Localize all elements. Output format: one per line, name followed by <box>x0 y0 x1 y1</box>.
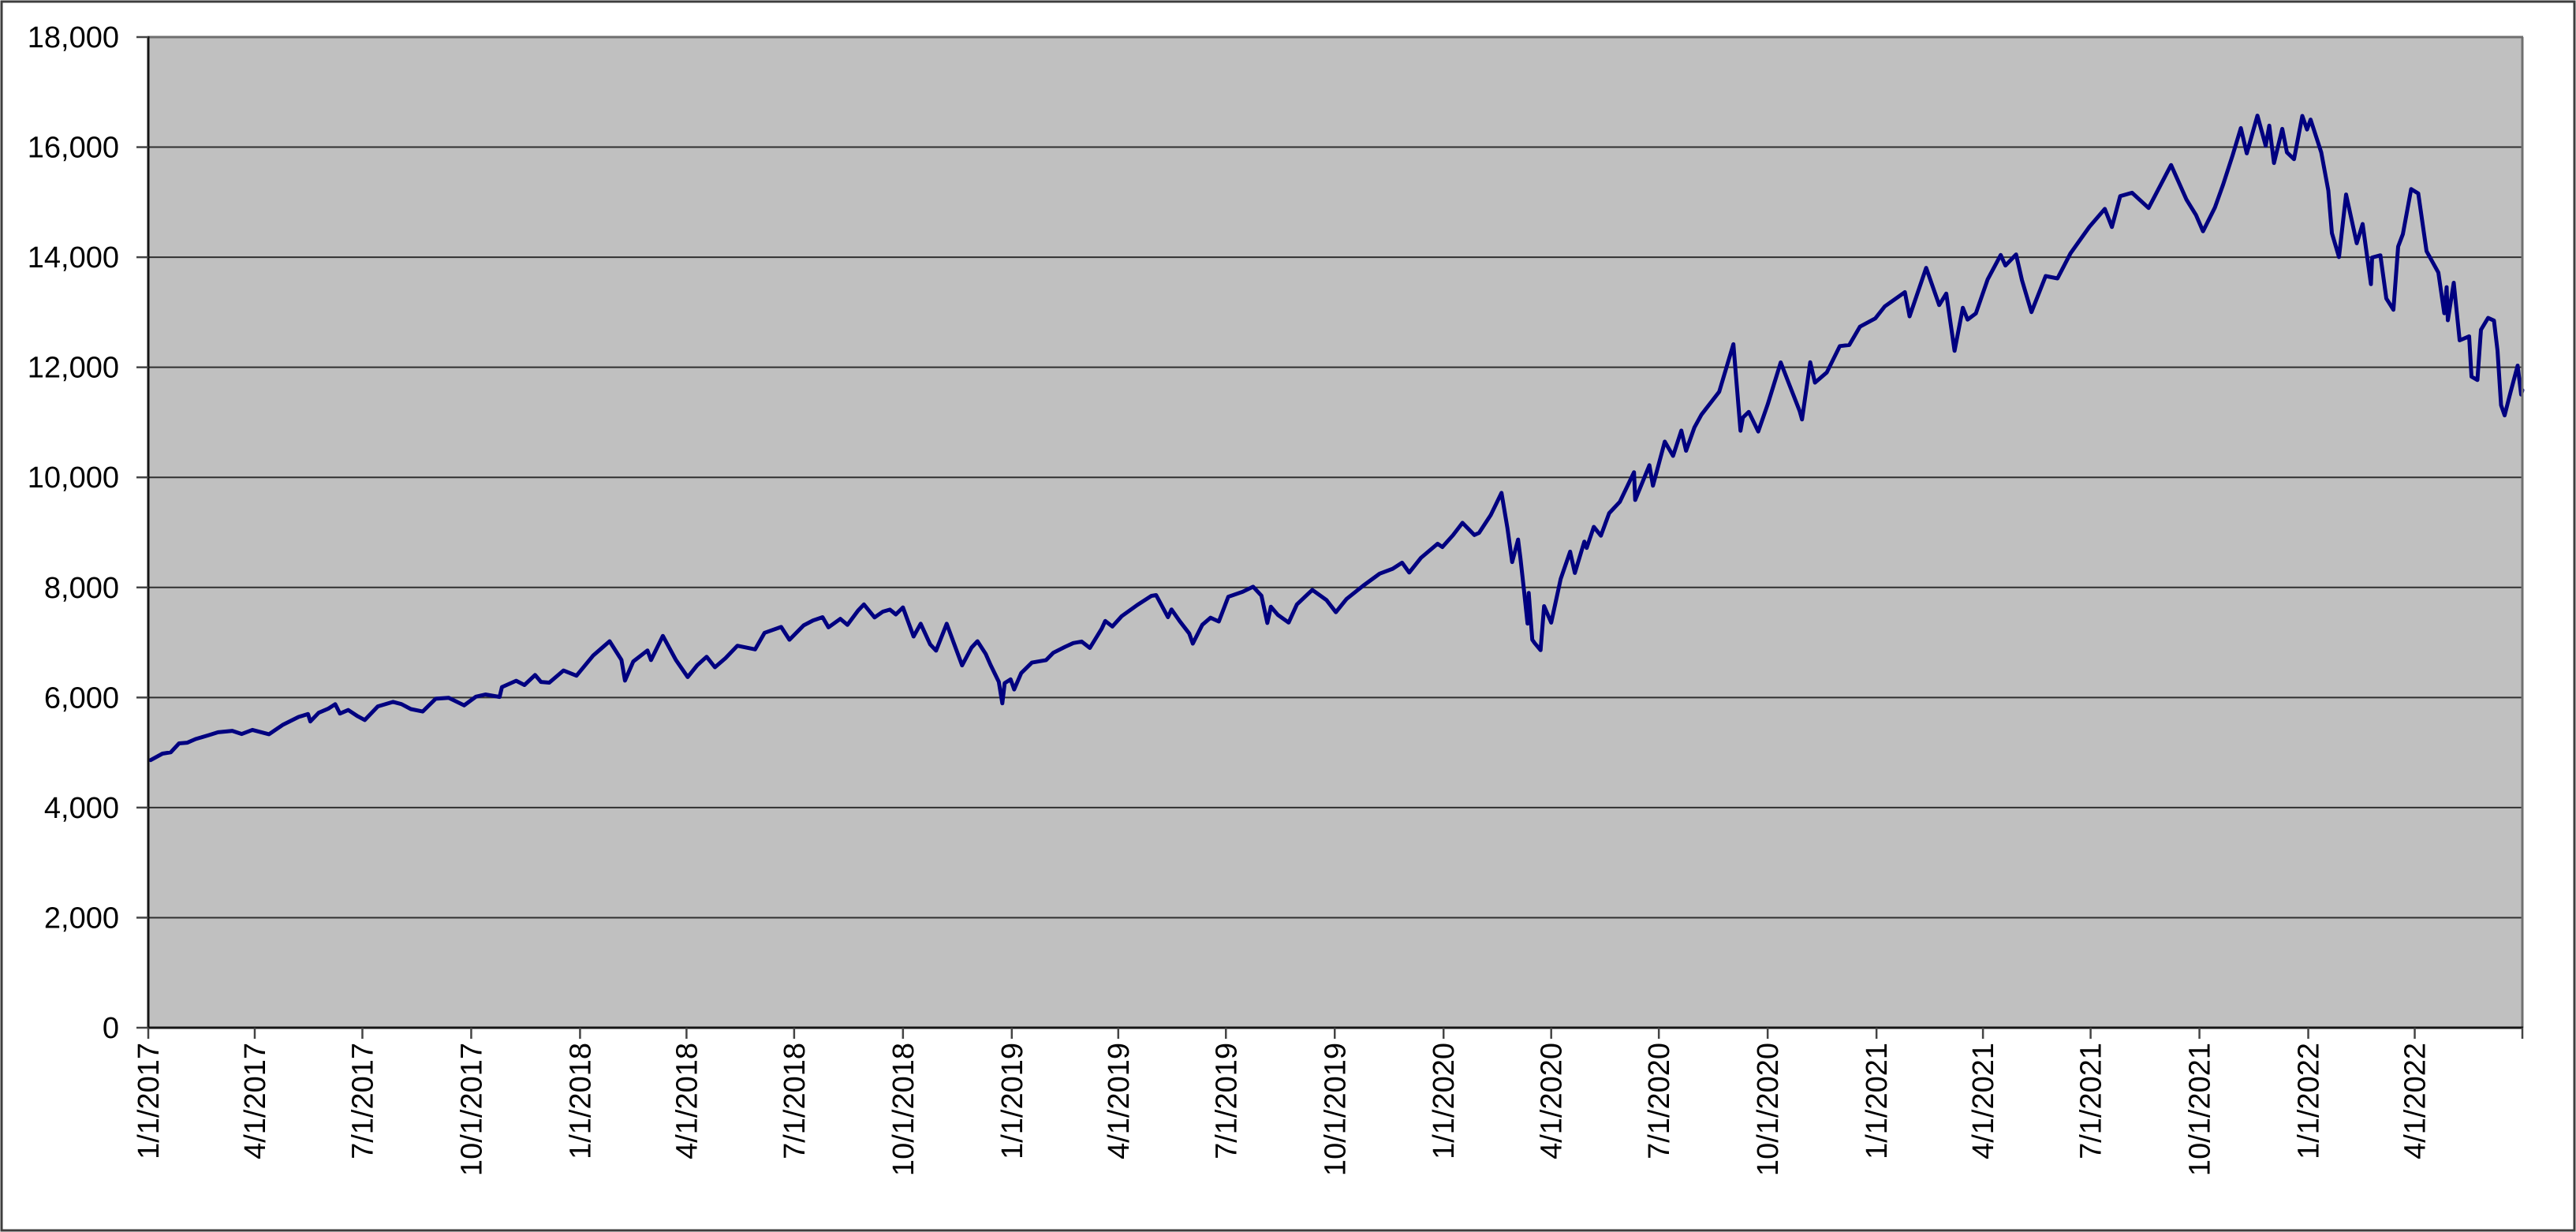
y-axis-label: 8,000 <box>44 572 119 605</box>
y-axis-label: 6,000 <box>44 681 119 715</box>
x-axis-ticks <box>147 1028 2524 1039</box>
x-axis-label: 4/1/2021 <box>1967 1043 2000 1159</box>
y-axis-label: 0 <box>103 1012 119 1045</box>
y-axis-label: 18,000 <box>28 21 119 54</box>
y-gridlines <box>148 146 2522 919</box>
x-axis-label: 1/1/2018 <box>564 1043 597 1159</box>
x-axis-label: 10/1/2017 <box>455 1043 488 1176</box>
y-axis-label: 2,000 <box>44 902 119 935</box>
x-axis-label: 7/1/2021 <box>2075 1043 2108 1159</box>
y-axis-label: 16,000 <box>28 132 119 165</box>
x-axis-label: 4/1/2020 <box>1536 1043 1569 1159</box>
x-axis-labels: 1/1/2017 4/1/2017 7/1/2017 10/1/2017 1/1/201… <box>133 1043 2432 1176</box>
x-axis-label: 1/1/2017 <box>133 1043 166 1159</box>
x-axis-label: 1/1/2022 <box>2293 1043 2326 1159</box>
y-axis-label: 14,000 <box>28 241 119 274</box>
x-axis-label: 4/1/2017 <box>239 1043 272 1159</box>
y-axis-ticks <box>136 35 148 1029</box>
y-axis-labels: 0 2,000 4,000 6,000 8,000 10,000 12,000 14,000 1… <box>28 21 119 1045</box>
x-axis-label: 4/1/2019 <box>1103 1043 1136 1159</box>
plot-area <box>148 37 2522 1028</box>
x-axis-label: 1/1/2020 <box>1428 1043 1461 1159</box>
x-axis-label: 4/1/2022 <box>2399 1043 2432 1159</box>
x-axis-label: 7/1/2017 <box>346 1043 379 1159</box>
x-axis-label: 7/1/2018 <box>778 1043 812 1159</box>
x-axis-label: 10/1/2018 <box>887 1043 920 1176</box>
y-axis-label: 12,000 <box>28 352 119 385</box>
x-axis-label: 10/1/2021 <box>2184 1043 2217 1176</box>
x-axis-label: 7/1/2019 <box>1210 1043 1243 1159</box>
x-axis-label: 10/1/2020 <box>1752 1043 1785 1176</box>
x-axis-label: 4/1/2018 <box>670 1043 704 1159</box>
x-axis-label: 1/1/2019 <box>996 1043 1029 1159</box>
y-axis-label: 4,000 <box>44 792 119 825</box>
x-axis-label: 7/1/2020 <box>1643 1043 1676 1159</box>
x-axis-label: 1/1/2021 <box>1861 1043 1894 1159</box>
price-line-series <box>148 114 2525 763</box>
x-axis-label: 10/1/2019 <box>1319 1043 1352 1176</box>
y-axis-label: 10,000 <box>28 461 119 495</box>
